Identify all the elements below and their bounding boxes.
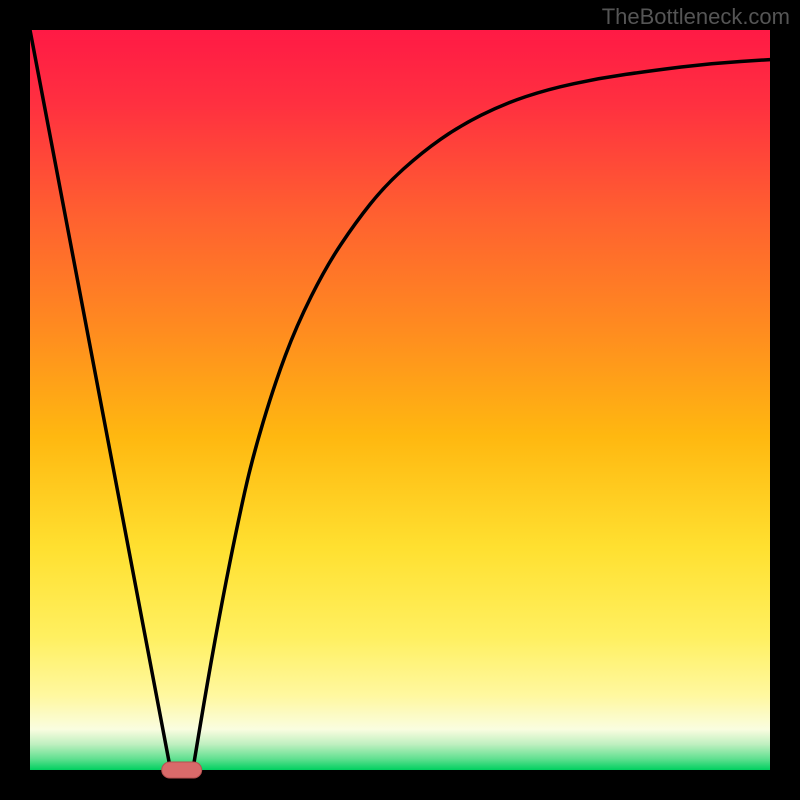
bottleneck-chart-svg (0, 0, 800, 800)
bottleneck-marker (162, 762, 202, 778)
plot-area (30, 30, 770, 770)
watermark-text: TheBottleneck.com (602, 4, 790, 30)
bottleneck-chart-container: TheBottleneck.com (0, 0, 800, 800)
